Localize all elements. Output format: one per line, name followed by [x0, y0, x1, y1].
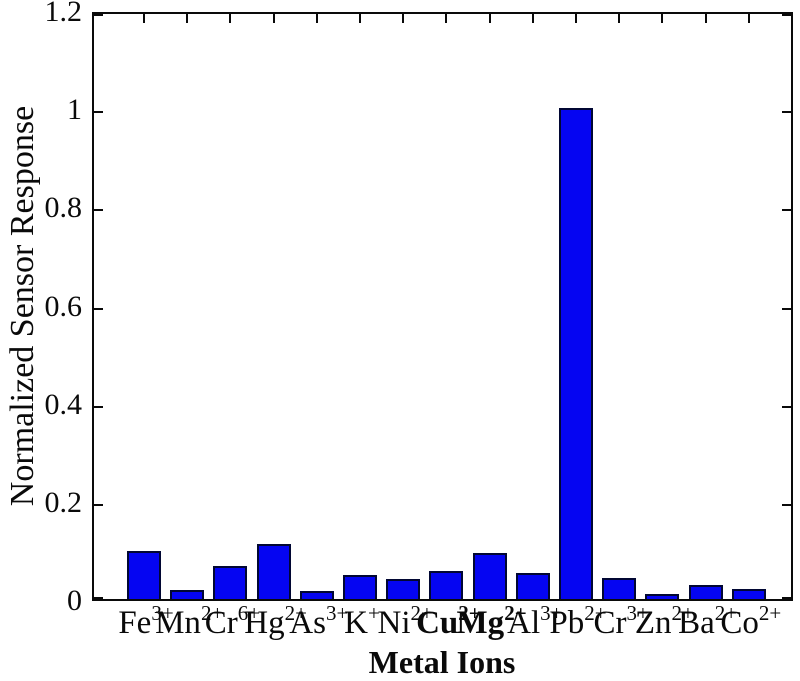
ion-charge-superscript: 2+	[504, 601, 527, 625]
y-tick-mark-left	[94, 597, 103, 599]
x-tick-mark-top	[229, 14, 232, 23]
x-tick-mark-top	[445, 14, 448, 23]
y-tick-mark-left	[94, 209, 103, 212]
x-tick-mark-top	[661, 14, 664, 23]
ion-charge-superscript: 3+	[540, 601, 563, 625]
x-tick-mark-top	[186, 14, 189, 23]
x-tick-label: Mn2+	[155, 603, 223, 641]
ion-charge-superscript: 3+	[151, 601, 174, 625]
x-tick-label: Hg2+	[244, 603, 307, 641]
bar	[256, 544, 291, 599]
bar	[127, 551, 161, 599]
x-tick-label: Al3+	[507, 603, 562, 641]
ion-symbol: Cu	[416, 605, 459, 641]
x-tick-label: K+	[344, 603, 380, 641]
y-tick-mark-right	[782, 111, 791, 114]
ion-symbol: Co	[720, 605, 759, 641]
y-tick-mark-right	[782, 597, 791, 599]
y-tick-mark-left	[94, 307, 103, 310]
ion-charge-superscript: 2+	[584, 601, 607, 625]
y-tick-label: 0.4	[44, 387, 83, 421]
x-tick-mark-top	[359, 14, 361, 23]
bar	[213, 566, 248, 599]
y-tick-label: 0	[67, 584, 82, 617]
y-tick-mark-right	[782, 503, 791, 506]
x-tick-label: Cr6+	[204, 603, 260, 641]
ion-charge-superscript: 3+	[626, 601, 649, 625]
x-tick-mark-top	[272, 14, 275, 23]
x-tick-label: Cu2+	[416, 603, 481, 641]
x-axis-label: Metal Ions	[368, 644, 516, 680]
x-tick-mark-top	[402, 14, 405, 23]
y-tick-label: 1.2	[44, 0, 83, 28]
x-tick-label: Co2+	[720, 603, 781, 641]
ion-charge-superscript: 6+	[237, 601, 261, 625]
bar	[299, 591, 334, 599]
bar	[429, 571, 464, 599]
ion-charge-superscript: 2+	[284, 601, 307, 625]
x-tick-mark-top	[704, 14, 707, 23]
ion-symbol: Zn	[634, 605, 672, 641]
ion-charge-superscript: 3+	[325, 601, 349, 625]
bar	[602, 578, 637, 599]
x-tick-mark-top	[315, 14, 318, 23]
bar	[688, 585, 723, 599]
ion-symbol: Cr	[204, 605, 238, 641]
x-tick-label: Pb2+	[549, 603, 606, 641]
y-tick-mark-right	[782, 14, 791, 16]
bar	[386, 579, 421, 599]
y-tick-label: 0.2	[44, 485, 83, 519]
y-tick-mark-right	[782, 209, 791, 212]
bar	[343, 575, 377, 599]
x-tick-label: Ni2+	[377, 603, 433, 641]
y-tick-mark-right	[782, 405, 791, 408]
plot-area	[92, 12, 793, 601]
x-tick-mark-top	[488, 14, 491, 23]
x-tick-label: Fe3+	[118, 603, 173, 641]
ion-charge-superscript: +	[368, 601, 380, 625]
ion-symbol: Fe	[118, 605, 152, 641]
bar	[645, 594, 680, 599]
ion-charge-superscript: 2+	[200, 601, 224, 625]
ion-symbol: Mn	[155, 605, 201, 641]
bar	[515, 573, 550, 599]
x-tick-label: Ba2+	[678, 603, 737, 641]
ion-symbol: K	[344, 605, 368, 641]
ion-symbol: Al	[507, 605, 541, 641]
y-tick-mark-right	[782, 307, 791, 310]
x-tick-label: Cr3+	[593, 603, 649, 641]
ion-charge-superscript: 2+	[671, 601, 694, 625]
x-tick-label: Mg2+	[456, 603, 527, 641]
ion-symbol: As	[289, 605, 326, 641]
bar	[170, 590, 205, 599]
ion-symbol: Mg	[456, 605, 505, 641]
ion-symbol: Hg	[244, 605, 285, 641]
y-tick-mark-left	[94, 503, 103, 506]
x-tick-label: Zn2+	[634, 603, 694, 641]
y-tick-label: 0.6	[44, 289, 83, 323]
y-tick-mark-left	[94, 111, 103, 114]
bar	[559, 108, 593, 599]
ion-charge-superscript: 2+	[458, 601, 481, 625]
y-tick-label: 0.8	[44, 191, 83, 225]
bar	[472, 553, 507, 599]
y-tick-label: 1	[67, 93, 82, 127]
y-tick-mark-left	[94, 405, 103, 408]
ion-charge-superscript: 2+	[758, 601, 782, 625]
ion-symbol: Pb	[549, 605, 585, 641]
x-tick-mark-top	[531, 14, 534, 23]
x-tick-mark-top	[747, 14, 750, 23]
ion-symbol: Cr	[593, 605, 627, 641]
y-tick-mark-left	[94, 14, 103, 16]
x-tick-label: As3+	[289, 603, 348, 641]
ion-symbol: Ba	[678, 605, 715, 641]
ion-charge-superscript: 2+	[410, 601, 433, 625]
x-tick-mark-top	[618, 14, 621, 23]
x-tick-mark-top	[143, 14, 145, 23]
ion-symbol: Ni	[377, 605, 411, 641]
bar	[731, 589, 766, 599]
ion-charge-superscript: 2+	[714, 601, 738, 625]
x-tick-mark-top	[575, 14, 577, 23]
